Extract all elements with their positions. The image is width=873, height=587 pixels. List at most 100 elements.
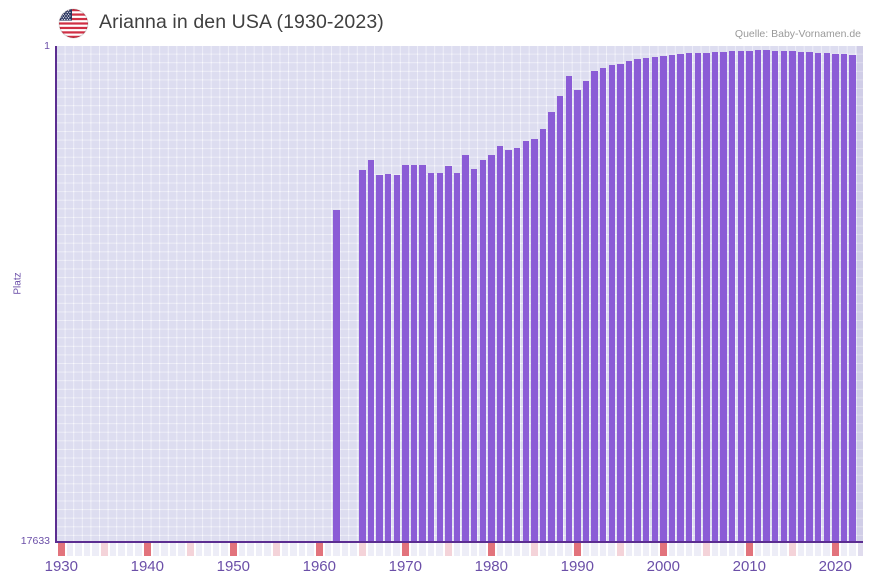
x-tick-2023 xyxy=(857,543,863,556)
bar-1983 xyxy=(514,147,521,542)
x-tick-1969 xyxy=(393,543,400,556)
x-tick-1988 xyxy=(556,543,564,556)
bar-2004 xyxy=(694,53,701,542)
bar-1970 xyxy=(402,165,409,542)
bar-1986 xyxy=(539,128,547,542)
x-tick-1984 xyxy=(522,543,529,556)
x-tick-1930 xyxy=(58,543,65,556)
x-tick-2009 xyxy=(737,543,744,556)
x-axis-label-1970: 1970 xyxy=(388,558,422,575)
x-tick-1945 xyxy=(187,543,194,556)
bar-2019 xyxy=(823,53,830,542)
x-tick-1938 xyxy=(126,543,134,556)
x-tick-1989 xyxy=(565,543,572,556)
x-tick-1993 xyxy=(599,543,607,556)
x-tick-1981 xyxy=(496,543,504,556)
x-tick-1951 xyxy=(238,543,246,556)
bar-1971 xyxy=(410,164,418,542)
x-tick-1965 xyxy=(359,543,366,556)
x-tick-1985 xyxy=(531,543,538,556)
x-tick-2021 xyxy=(840,543,848,556)
x-tick-2017 xyxy=(806,543,813,556)
bar-2021 xyxy=(840,54,848,542)
x-tick-1966 xyxy=(367,543,375,556)
bar-1979 xyxy=(479,160,486,542)
bar-1980 xyxy=(488,155,495,542)
x-tick-1931 xyxy=(66,543,74,556)
x-tick-1958 xyxy=(298,543,306,556)
chart-plot-area xyxy=(57,46,863,542)
bar-1985 xyxy=(531,139,538,542)
bar-1972 xyxy=(419,164,426,542)
x-tick-1961 xyxy=(324,543,332,556)
bar-1987 xyxy=(548,112,555,542)
us-flag-icon xyxy=(59,9,88,38)
x-tick-2015 xyxy=(789,543,796,556)
bar-1999 xyxy=(651,56,658,542)
bar-2017 xyxy=(806,52,813,542)
x-tick-1947 xyxy=(204,543,211,556)
bar-1992 xyxy=(591,71,598,542)
x-tick-2020 xyxy=(832,543,839,556)
x-tick-1967 xyxy=(376,543,383,556)
x-tick-1977 xyxy=(462,543,469,556)
x-tick-1997 xyxy=(634,543,641,556)
x-tick-2014 xyxy=(780,543,787,556)
x-tick-1975 xyxy=(445,543,452,556)
bar-2006 xyxy=(711,51,719,542)
bar-2018 xyxy=(815,53,822,542)
y-axis-tick-bottom: 17633 xyxy=(20,535,50,547)
x-tick-1968 xyxy=(384,543,392,556)
x-axis-label-1980: 1980 xyxy=(474,558,508,575)
x-tick-1933 xyxy=(83,543,91,556)
x-tick-2002 xyxy=(677,543,684,556)
x-tick-1986 xyxy=(539,543,547,556)
x-tick-1952 xyxy=(247,543,254,556)
bar-1967 xyxy=(376,174,383,542)
x-tick-1944 xyxy=(178,543,185,556)
x-axis-label-2020: 2020 xyxy=(818,558,852,575)
x-tick-1942 xyxy=(161,543,168,556)
bar-1966 xyxy=(367,159,375,542)
x-tick-1946 xyxy=(195,543,203,556)
x-tick-1990 xyxy=(574,543,581,556)
x-tick-1978 xyxy=(470,543,478,556)
x-tick-1995 xyxy=(617,543,624,556)
bar-1973 xyxy=(428,173,435,542)
bar-1993 xyxy=(600,68,607,542)
x-tick-1962 xyxy=(333,543,340,556)
x-axis-label-1960: 1960 xyxy=(302,558,336,575)
x-tick-1937 xyxy=(118,543,125,556)
bar-2020 xyxy=(832,53,839,542)
x-tick-2008 xyxy=(728,543,736,556)
x-tick-1936 xyxy=(109,543,117,556)
bar-1968 xyxy=(385,173,392,542)
x-tick-1949 xyxy=(221,543,228,556)
bar-1989 xyxy=(565,75,572,542)
bar-1974 xyxy=(436,172,443,542)
y-axis-tick-top: 1 xyxy=(44,40,50,52)
bar-2011 xyxy=(754,50,762,542)
x-tick-1994 xyxy=(608,543,615,556)
bar-2014 xyxy=(780,50,787,542)
x-tick-1983 xyxy=(513,543,521,556)
bar-2007 xyxy=(720,51,727,542)
x-tick-1953 xyxy=(255,543,263,556)
bar-2015 xyxy=(789,51,796,542)
x-tick-1960 xyxy=(316,543,323,556)
x-axis-label-1950: 1950 xyxy=(216,558,250,575)
bar-1996 xyxy=(625,61,633,542)
x-tick-1956 xyxy=(281,543,289,556)
x-tick-2003 xyxy=(685,543,693,556)
bar-1962 xyxy=(333,209,340,542)
bar-1965 xyxy=(359,170,366,542)
bar-1969 xyxy=(393,174,400,542)
x-axis-tick-labels: 1930 1940 1950 1960 1970 1980 1990 2000 2010 2020 xyxy=(0,558,873,580)
x-tick-2000 xyxy=(660,543,667,556)
x-tick-2006 xyxy=(711,543,719,556)
x-tick-1999 xyxy=(651,543,658,556)
bar-1982 xyxy=(505,150,512,542)
x-tick-1992 xyxy=(591,543,598,556)
x-tick-2001 xyxy=(668,543,676,556)
x-tick-2013 xyxy=(771,543,779,556)
